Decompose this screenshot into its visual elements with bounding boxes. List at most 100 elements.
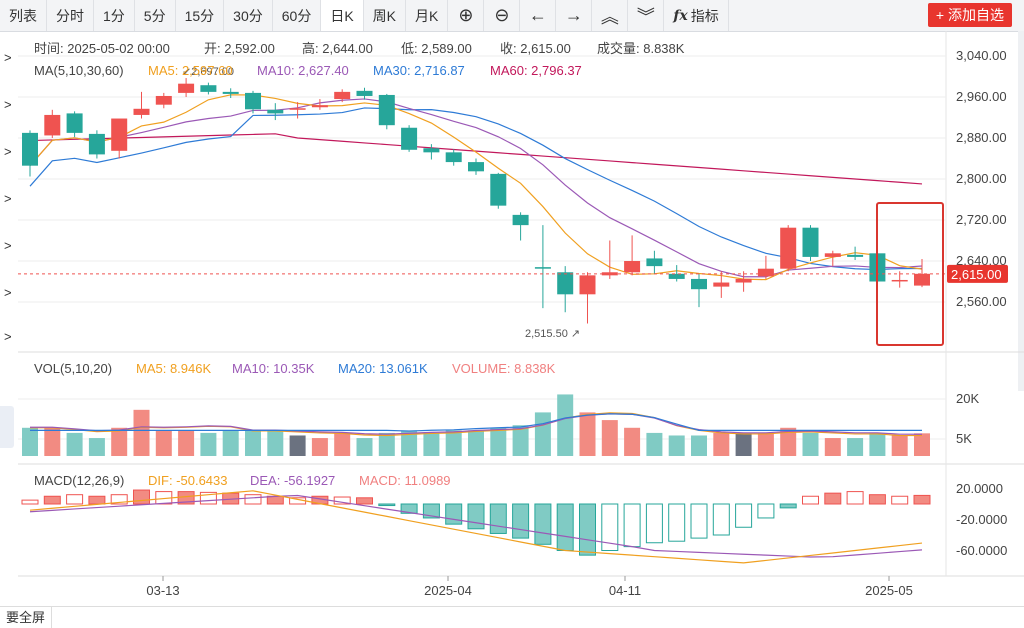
volume-bar [646, 432, 663, 456]
price-tick-label: 2,800.00 [956, 171, 1007, 186]
side-panel-handle[interactable] [0, 406, 14, 448]
macd-bar [534, 503, 552, 545]
toolbar-tab-8[interactable]: 周K [364, 0, 407, 31]
add-watchlist-button[interactable]: + 添加自选 [927, 3, 1012, 27]
volume-bar [557, 394, 574, 456]
toolbar-tab-4[interactable]: 15分 [176, 0, 225, 31]
volume-bar [869, 432, 886, 456]
chevron-right-icon[interactable]: > [4, 97, 12, 112]
macd-bar [244, 494, 262, 505]
candle-body [178, 83, 195, 93]
candle-body [802, 227, 819, 257]
candle-body [891, 279, 908, 282]
macd-bar [489, 503, 507, 534]
chevron-right-icon[interactable]: > [4, 50, 12, 65]
volume-bar [44, 427, 61, 456]
macd-tick-label: -60.0000 [956, 543, 1007, 558]
macd-bar [668, 503, 686, 542]
macd-legend-item: MACD: 11.0989 [359, 473, 451, 488]
candle-body [557, 272, 574, 295]
chevron-right-icon[interactable]: > [4, 238, 12, 253]
arrow-left-icon[interactable]: ← [520, 0, 557, 31]
volume-bar [802, 432, 819, 456]
toolbar-tab-7[interactable]: 日K [321, 0, 364, 31]
toolbar-tab-6[interactable]: 60分 [273, 0, 322, 31]
macd-bar [623, 503, 641, 548]
macd-bar [645, 503, 663, 544]
ma-legend-item: MA60: 2,796.37 [490, 63, 582, 78]
dea-line [29, 494, 923, 558]
candle-body [847, 254, 864, 257]
macd-tick-label: -20.0000 [956, 512, 1007, 527]
x-tick-label: 03-13 [146, 583, 179, 598]
info-time: 时间: 2025-05-02 00:00 [34, 41, 170, 56]
volume-bar [289, 435, 306, 456]
indicator-button[interactable]: fx 指标 [664, 0, 729, 31]
toolbar-tab-9[interactable]: 月K [406, 0, 449, 31]
macd-bar [891, 495, 909, 505]
vol-legend-title: VOL(5,10,20) [34, 361, 112, 376]
candle-body [691, 278, 707, 290]
volume-bar [334, 432, 351, 456]
macd-bar [378, 503, 396, 507]
macd-bar [802, 495, 819, 505]
volume-bar [534, 412, 551, 456]
chevron-up-double-icon[interactable]: ︽ [592, 0, 629, 31]
macd-bar [512, 503, 530, 539]
candle-body [646, 258, 663, 267]
dif-line [29, 490, 923, 564]
toolbar-tab-1[interactable]: 分时 [47, 0, 94, 31]
chevron-right-icon[interactable]: > [4, 329, 12, 344]
chevron-right-icon[interactable]: > [4, 144, 12, 159]
volume-bar [22, 427, 38, 456]
volume-bar [155, 430, 172, 456]
info-low: 低: 2,589.00 [401, 41, 472, 56]
bottom-tab[interactable]: 要全屏 [0, 607, 53, 628]
volume-bar [780, 427, 797, 456]
arrow-right-icon[interactable]: → [556, 0, 593, 31]
macd-bar [88, 495, 106, 505]
info-high: 高: 2,644.00 [302, 41, 373, 56]
price-tick-label: 2,960.00 [956, 89, 1007, 104]
macd-bar [400, 503, 418, 514]
candle-body [757, 268, 774, 277]
volume-bar [66, 432, 83, 456]
candle-body [534, 267, 551, 269]
price-tick-label: 2,640.00 [956, 253, 1007, 268]
right-scrollbar[interactable] [1018, 31, 1024, 391]
toolbar-tab-0[interactable]: 列表 [0, 0, 47, 31]
candle-body [200, 85, 217, 92]
macd-bar [690, 503, 708, 539]
bottom-bar: 要全屏 [0, 606, 1024, 628]
candle-body [512, 214, 529, 226]
x-tick-label: 2025-05 [865, 583, 913, 598]
ma30-line [29, 107, 923, 271]
chevron-down-double-icon[interactable]: ︾ [628, 0, 665, 31]
left-collapse-column: > > > > > > > [0, 31, 18, 606]
ma-legend-title: MA(5,10,30,60) [34, 63, 124, 78]
macd-bar [266, 495, 284, 505]
volume-bar [401, 430, 418, 456]
info-open: 开: 2,592.00 [204, 41, 275, 56]
toolbar-tab-5[interactable]: 30分 [224, 0, 273, 31]
x-tick-label: 04-11 [609, 583, 641, 598]
candle-body [445, 152, 462, 163]
toolbar-tab-3[interactable]: 5分 [135, 0, 176, 31]
chevron-right-icon[interactable]: > [4, 285, 12, 300]
ma-legend-item: MA5: 2,597.60 [148, 63, 233, 78]
macd-tick-label: 20.0000 [956, 481, 1003, 496]
toolbar-tab-2[interactable]: 1分 [94, 0, 135, 31]
toolbar: 列表 分时 1分 5分 15分 30分 60分 日K 周K 月K ⊕ ⊖ ← → ︽ ︾ fx 指标 [0, 0, 1024, 32]
volume-bar [824, 438, 841, 456]
volume-bar [668, 435, 685, 456]
volume-bar [847, 438, 864, 456]
candle-body [289, 108, 306, 110]
macd-legend-title: MACD(12,26,9) [34, 473, 124, 488]
zoom-out-icon[interactable]: ⊖ [484, 0, 521, 31]
kline-chart[interactable]: 3,040.00 2,960.00 2,880.00 2,800.00 2,720.00… [0, 0, 1024, 606]
chevron-right-icon[interactable]: > [4, 191, 12, 206]
x-tick-label: 2025-04 [424, 583, 472, 598]
volume-bar [512, 425, 529, 456]
volume-bar [468, 430, 484, 456]
zoom-in-icon[interactable]: ⊕ [448, 0, 485, 31]
